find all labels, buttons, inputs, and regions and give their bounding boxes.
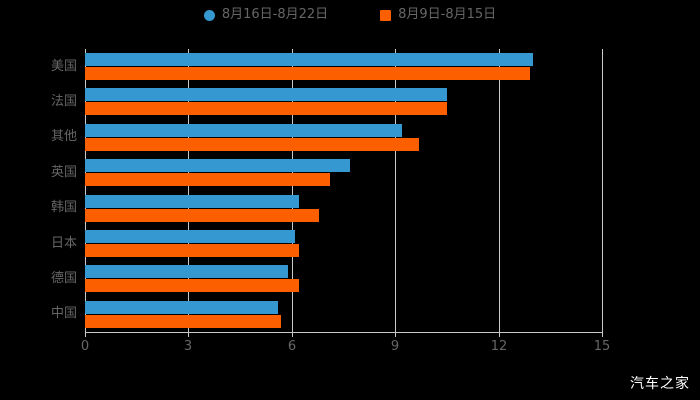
plot-area [85, 49, 603, 332]
gridline [292, 49, 293, 332]
bar[interactable] [85, 137, 420, 151]
y-axis-tick-label: 中国 [50, 306, 77, 322]
x-axis-tick-mark [602, 332, 603, 337]
chart-legend: 8月16日-8月22日 8月9日-8月15日 [0, 8, 700, 22]
bar[interactable] [85, 159, 351, 173]
bar[interactable] [85, 67, 530, 80]
bar-group [85, 261, 602, 296]
y-axis-tick-label: 德国 [50, 270, 77, 286]
bar[interactable] [85, 194, 299, 208]
x-axis-tick-label: 15 [593, 339, 611, 354]
bar[interactable] [85, 53, 534, 66]
bar[interactable] [85, 229, 296, 243]
x-axis-tick-label: 9 [390, 339, 400, 354]
bar[interactable] [85, 279, 299, 293]
x-axis-tick-mark [85, 332, 86, 337]
y-axis-tick-label: 法国 [50, 94, 77, 110]
x-axis-tick-label: 3 [183, 339, 193, 354]
gridline [188, 49, 189, 332]
legend-entry[interactable]: 8月16日-8月22日 [203, 7, 329, 22]
bar-group [85, 84, 602, 119]
bar[interactable] [85, 208, 320, 222]
watermark: 汽车之家 [630, 376, 690, 392]
bar[interactable] [85, 265, 289, 279]
legend-label: 8月16日-8月22日 [221, 7, 329, 22]
bar-rows [85, 49, 602, 332]
y-axis-labels: 美国法国其他英国韩国日本德国中国 [0, 49, 77, 332]
legend-square-icon [380, 9, 392, 21]
x-axis-tick-label: 0 [80, 339, 90, 354]
bar-group [85, 191, 602, 226]
gridline [395, 49, 396, 332]
x-axis-tick-label: 6 [287, 339, 297, 354]
bar-group [85, 49, 602, 84]
gridline [85, 49, 86, 332]
x-axis-tick-label: 12 [490, 339, 508, 354]
x-axis-line [85, 332, 603, 333]
y-axis-tick-label: 其他 [50, 129, 77, 145]
bar-group [85, 226, 602, 261]
y-axis-tick-label: 韩国 [50, 200, 77, 216]
bar-group [85, 155, 602, 190]
bar-group [85, 297, 602, 332]
legend-label: 8月9日-8月15日 [398, 7, 497, 22]
bar[interactable] [85, 102, 447, 116]
bar-group [85, 120, 602, 155]
y-axis-tick-label: 日本 [50, 235, 77, 251]
gridline [602, 49, 603, 332]
x-axis-tick-mark [292, 332, 293, 337]
x-axis-tick-mark [188, 332, 189, 337]
y-axis-tick-label: 英国 [50, 164, 77, 180]
bar[interactable] [85, 123, 403, 137]
bar[interactable] [85, 88, 447, 102]
x-axis-tick-mark [499, 332, 500, 337]
gridline [499, 49, 500, 332]
bar[interactable] [85, 173, 330, 187]
bar[interactable] [85, 300, 278, 314]
y-axis-tick-label: 美国 [50, 58, 77, 74]
bar[interactable] [85, 243, 299, 257]
x-axis-tick-mark [395, 332, 396, 337]
legend-entry[interactable]: 8月9日-8月15日 [380, 8, 496, 22]
bar[interactable] [85, 314, 282, 328]
legend-circle-icon [203, 9, 215, 21]
